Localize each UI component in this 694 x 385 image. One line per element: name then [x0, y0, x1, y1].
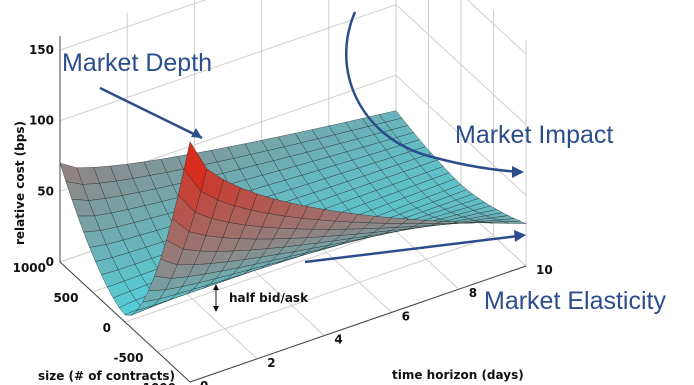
- grid-line-z-right: [466, 0, 527, 55]
- size-tick-label: 500: [53, 291, 78, 305]
- half-bid-ask-annotation: half bid/ask: [229, 291, 309, 305]
- axis-line-size: [59, 261, 191, 383]
- market-depth-arrowhead: [191, 128, 202, 138]
- time-tick-label: 8: [469, 286, 477, 300]
- axis-line-time: [189, 265, 527, 383]
- x-axis-label: size (# of contracts): [38, 369, 175, 383]
- market-elasticity-arrow: [304, 234, 519, 264]
- time-tick-label: 2: [267, 356, 275, 370]
- grid-line-z-back: [59, 4, 397, 122]
- z-tick-label: 100: [29, 114, 54, 128]
- half-bid-ask-arrowhead-down: [213, 306, 219, 312]
- size-tick-label: -500: [113, 351, 143, 365]
- time-tick-label: 0: [200, 379, 208, 385]
- market-elasticity-arrowhead: [514, 230, 526, 242]
- z-tick-label: 50: [37, 184, 54, 198]
- size-tick-label: 1000: [13, 261, 46, 275]
- time-tick-label: 4: [334, 333, 342, 347]
- z-axis-label: relative cost (bps): [13, 121, 27, 245]
- y-axis-label: time horizon (days): [392, 368, 524, 382]
- time-tick-label: 10: [536, 263, 553, 277]
- market-depth-annotation: Market Depth: [62, 49, 212, 77]
- z-tick-label: 150: [29, 43, 54, 57]
- grid-line-size: [157, 235, 494, 353]
- market-impact-annotation: Market Impact: [455, 121, 613, 149]
- market-impact-arrowhead: [512, 166, 524, 178]
- grid-line-z-back: [59, 0, 207, 51]
- half-bid-ask-arrowhead-up: [213, 284, 219, 290]
- market-impact-arrow: [345, 11, 521, 174]
- size-tick-label: 0: [103, 321, 111, 335]
- surface-cell: [183, 141, 208, 192]
- size-tick-label: -1000: [138, 381, 176, 385]
- surface-layer: [59, 110, 527, 316]
- market-depth-arrow: [99, 86, 203, 140]
- ticks-layer: 0 50 100 150 1000 500 0 -500 -1000 0 2 4 6 8 10: [13, 43, 553, 385]
- z-tick-label: 0: [46, 255, 54, 269]
- market-elasticity-annotation: Market Elasticity: [484, 287, 666, 315]
- time-tick-label: 6: [402, 309, 410, 323]
